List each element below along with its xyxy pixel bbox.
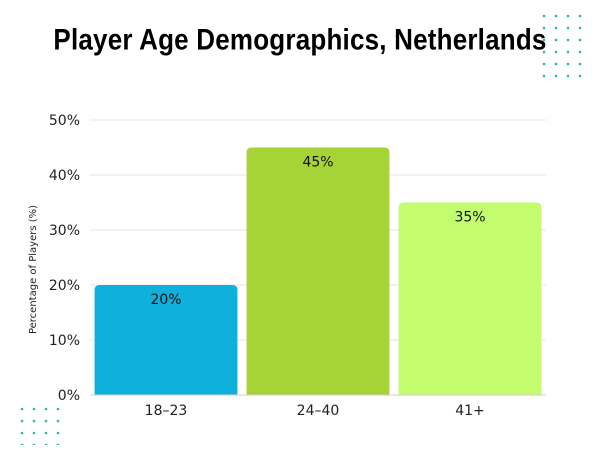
x-tick-label: 18–23 [145, 403, 188, 419]
decorative-dot [32, 431, 36, 435]
decorative-dot [56, 443, 60, 445]
decorative-dot [554, 26, 558, 30]
decorative-dot [20, 419, 24, 423]
decorative-dot [554, 14, 558, 18]
decorative-dot [578, 74, 582, 78]
decorative-dot [542, 62, 546, 66]
y-tick-label: 30% [49, 223, 80, 239]
x-axis-tick-labels: 18–23 24–40 41+ [145, 403, 485, 419]
bar-data-label: 35% [454, 210, 485, 226]
bar-data-labels: 20% 45% 35% [150, 155, 485, 309]
decorative-dot [56, 431, 60, 435]
decorative-dot [542, 74, 546, 78]
decorative-dot-grid-top-right [542, 14, 582, 78]
decorative-dot [56, 419, 60, 423]
decorative-dot [566, 74, 570, 78]
decorative-dot [566, 62, 570, 66]
decorative-dot [554, 38, 558, 42]
y-tick-label: 50% [49, 113, 80, 129]
bar-data-label: 20% [150, 292, 181, 308]
decorative-dot [578, 38, 582, 42]
x-tick-label: 41+ [455, 403, 485, 419]
decorative-dot [566, 14, 570, 18]
decorative-dot [542, 38, 546, 42]
decorative-dot [578, 50, 582, 54]
decorative-dot [554, 74, 558, 78]
y-tick-label: 0% [58, 388, 80, 404]
decorative-dot [542, 50, 546, 54]
decorative-dot [44, 419, 48, 423]
x-tick-label: 24–40 [297, 403, 340, 419]
decorative-dot-grid-bottom-left [20, 407, 60, 445]
decorative-dot [542, 26, 546, 30]
y-axis-tick-labels: 0% 10% 20% 30% 40% 50% [49, 113, 80, 404]
decorative-dot [554, 62, 558, 66]
y-tick-label: 40% [49, 168, 80, 184]
bar-1 [94, 285, 238, 395]
decorative-dot [20, 407, 24, 411]
y-axis-label: Percentage of Players (%) [28, 205, 39, 334]
bars [94, 147, 542, 395]
decorative-dot [566, 38, 570, 42]
bar-3 [398, 202, 542, 395]
chart-title: Player Age Demographics, Netherlands [53, 21, 547, 57]
decorative-dot [32, 419, 36, 423]
decorative-dot [32, 407, 36, 411]
decorative-dot [56, 407, 60, 411]
decorative-dot [20, 443, 24, 445]
decorative-dot [542, 14, 546, 18]
bar-2 [246, 147, 390, 395]
decorative-dot [44, 407, 48, 411]
decorative-dot [554, 50, 558, 54]
y-tick-label: 10% [49, 333, 80, 349]
decorative-dot [44, 443, 48, 445]
decorative-dot [566, 50, 570, 54]
decorative-dot [578, 14, 582, 18]
y-tick-label: 20% [49, 278, 80, 294]
decorative-dot [566, 26, 570, 30]
decorative-dot [20, 431, 24, 435]
bar-data-label: 45% [302, 155, 333, 171]
decorative-dot [578, 62, 582, 66]
decorative-dot [578, 26, 582, 30]
decorative-dot [44, 431, 48, 435]
decorative-dot [32, 443, 36, 445]
